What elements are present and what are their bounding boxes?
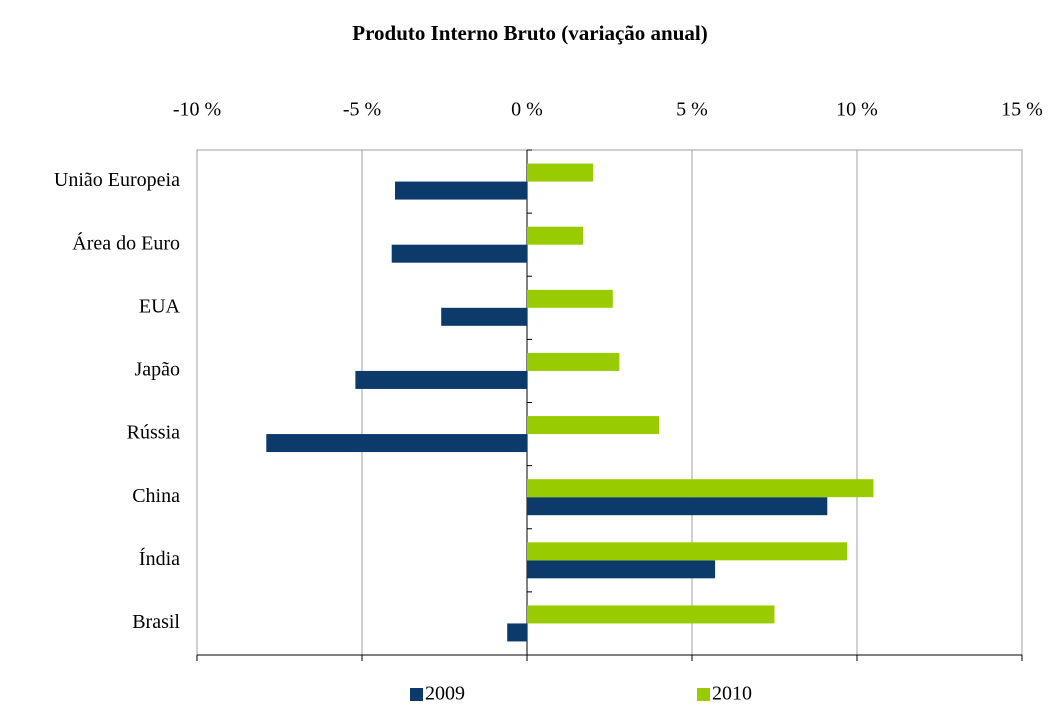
bar [507,623,527,642]
chart-title: Produto Interno Bruto (variação anual) [352,21,707,45]
bar [527,479,874,498]
x-tick-label: 5 % [676,99,708,121]
x-tick-label: -10 % [173,99,221,121]
x-tick-label: 0 % [511,99,543,121]
y-tick-label: Rússia [127,422,180,444]
bar [527,497,828,516]
bar [441,307,527,326]
y-tick-label: China [132,485,180,507]
y-tick-label: Índia [139,547,180,570]
bar [391,244,527,263]
y-tick-label: Área do Euro [72,231,180,254]
legend-swatch [410,688,423,701]
legend-label: 2010 [712,683,752,705]
bar [527,560,716,579]
y-tick-label: Brasil [132,611,180,633]
x-tick-label: 15 % [1001,99,1043,121]
legend-swatch [697,688,710,701]
x-tick-label: -5 % [343,99,381,121]
bar [395,181,527,200]
bar [527,352,620,371]
bar [527,542,848,561]
bar [355,370,527,389]
y-tick-label: União Europeia [54,169,180,191]
plot-frame [196,149,1023,656]
bar [527,416,659,435]
y-tick-label: Japão [134,359,180,381]
bar [266,434,527,453]
x-tick-label: 10 % [836,99,878,121]
bar [527,289,613,308]
bar [527,163,593,182]
legend-label: 2009 [425,683,465,705]
bar [527,226,584,245]
y-tick-label: EUA [139,295,181,317]
bar [527,605,775,624]
